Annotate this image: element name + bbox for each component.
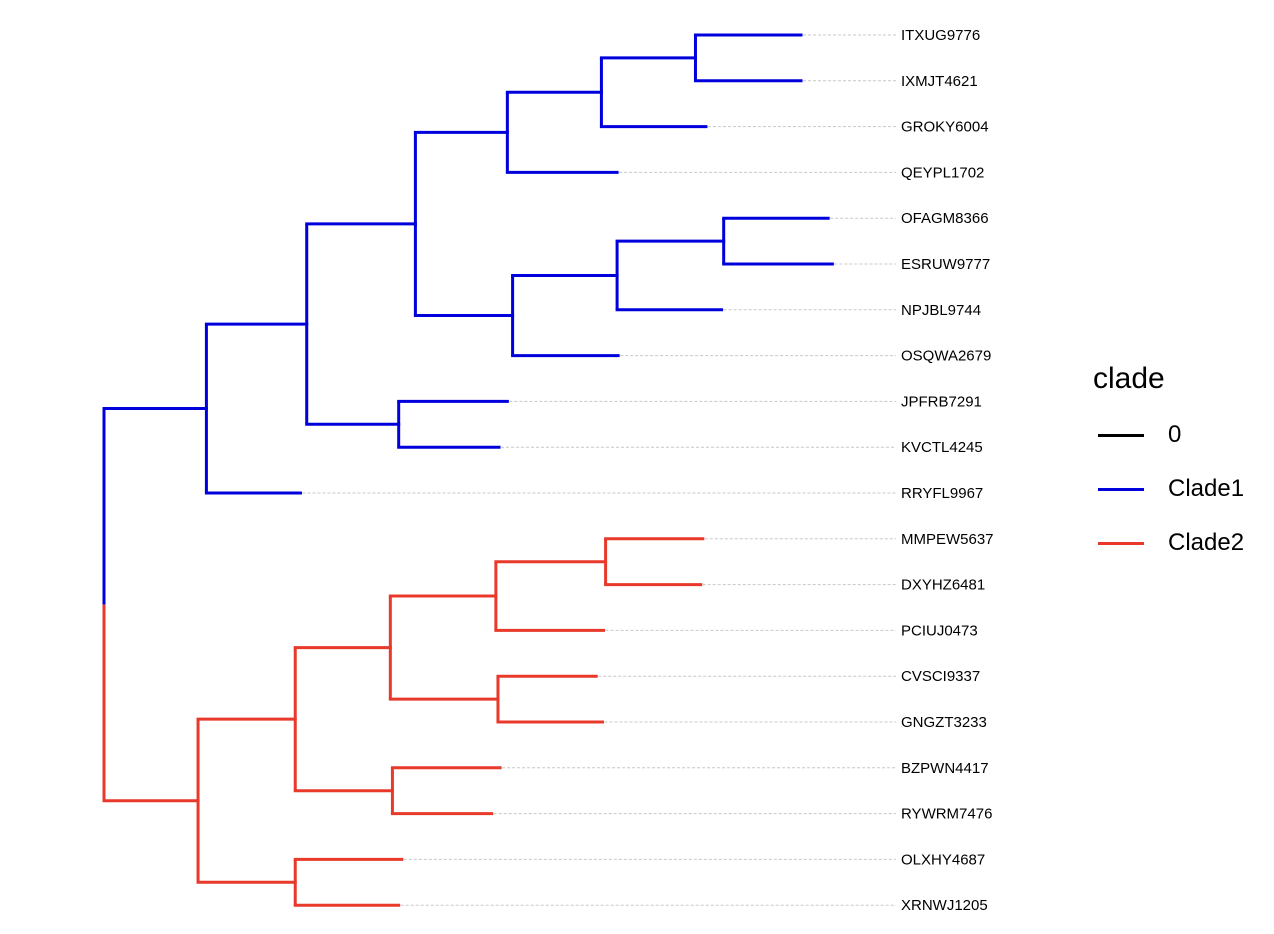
legend-item-0: 0: [1093, 408, 1244, 462]
tip-label: OSQWA2679: [901, 348, 991, 365]
legend-key-0: [1098, 433, 1144, 437]
tip-label: IXMJT4621: [901, 73, 978, 90]
tip-label: PCIUJ0473: [901, 622, 978, 639]
legend-key-clade1: [1098, 487, 1144, 491]
tip-label: BZPWN4417: [901, 760, 989, 777]
tip-label: QEYPL1702: [901, 164, 984, 181]
tip-label: RRYFL9967: [901, 485, 983, 502]
tip-label: NPJBL9744: [901, 302, 981, 319]
legend: clade 0 Clade1 Clade2: [1093, 362, 1244, 570]
tip-label: ESRUW9777: [901, 256, 990, 273]
tip-label: GROKY6004: [901, 119, 989, 136]
tip-label: ITXUG9776: [901, 27, 980, 44]
legend-item-clade1: Clade1: [1093, 462, 1244, 516]
tip-label: CVSCI9337: [901, 668, 980, 685]
tip-label: OFAGM8366: [901, 210, 989, 227]
tip-label: KVCTL4245: [901, 439, 983, 456]
tip-label: GNGZT3233: [901, 714, 987, 731]
tip-label: MMPEW5637: [901, 531, 994, 548]
legend-title: clade: [1093, 362, 1165, 395]
tip-label: XRNWJ1205: [901, 897, 988, 914]
tip-label: DXYHZ6481: [901, 577, 985, 594]
legend-label-clade2: Clade2: [1168, 529, 1245, 556]
tip-label: OLXHY4687: [901, 851, 985, 868]
legend-item-clade2: Clade2: [1093, 516, 1244, 570]
tip-label: JPFRB7291: [901, 393, 982, 410]
legend-key-clade2: [1098, 541, 1144, 545]
legend-label-0: 0: [1168, 421, 1182, 448]
tip-label: RYWRM7476: [901, 806, 992, 823]
legend-label-clade1: Clade1: [1168, 475, 1245, 502]
